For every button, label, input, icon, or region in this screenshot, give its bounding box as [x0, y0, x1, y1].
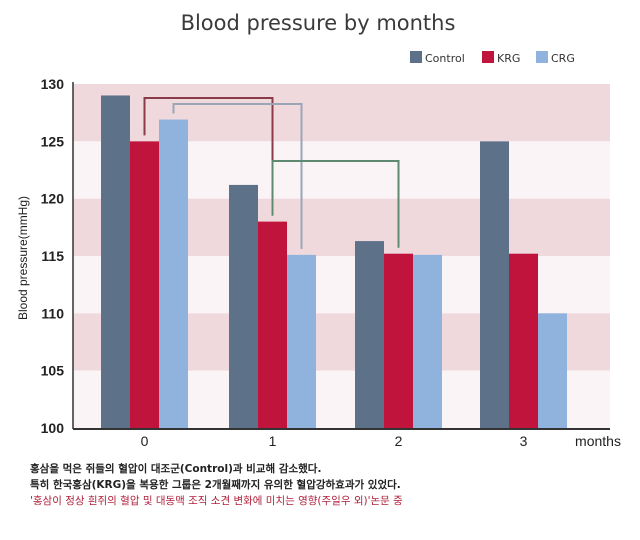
y-tick-label: 130 [41, 76, 65, 92]
bar-crg-month-0 [159, 119, 188, 429]
y-tick-label: 120 [41, 191, 65, 207]
bar-krg-month-3 [509, 253, 538, 428]
x-tick-label: 3 [520, 433, 528, 449]
y-tick-label: 100 [41, 420, 65, 436]
axes [72, 82, 610, 430]
source-citation: '홍삼이 정상 흰쥐의 혈압 및 대동맥 조직 소견 변화에 미치는 영향(주일… [30, 495, 403, 507]
y-tick-label: 105 [41, 363, 65, 379]
grid-band [73, 84, 610, 142]
bar-chart: Blood pressure by months Control KRG CRG 1… [16, 11, 621, 449]
legend-swatch-crg [536, 51, 548, 63]
bars [101, 95, 567, 429]
bar-crg-month-1 [287, 254, 316, 428]
bar-control-month-0 [101, 95, 130, 428]
bracket-krg-0-to-1 [143, 97, 274, 216]
bar-control-month-2 [355, 241, 384, 428]
significance-brackets [143, 97, 400, 249]
bar-crg-month-2 [413, 254, 442, 428]
x-tick-label: 1 [269, 433, 277, 449]
bar-krg-month-0 [130, 141, 159, 429]
bracket-crg-0-to-1 [172, 103, 303, 249]
bracket-krg-1-to-2 [271, 160, 400, 248]
x-tick-label: 0 [141, 433, 149, 449]
legend-label-crg: CRG [551, 52, 575, 65]
legend-swatch-krg [482, 51, 494, 63]
y-tick-labels: 100 105 110 115 120 125 130 [41, 76, 65, 436]
note-line-1: 홍삼을 먹은 쥐들의 혈압이 대조군(Control)과 비교해 감소했다. [30, 463, 322, 475]
bar-control-month-1 [229, 184, 258, 428]
y-tick-label: 110 [41, 305, 64, 321]
bar-crg-month-3 [538, 313, 567, 428]
y-tick-label: 125 [41, 133, 65, 149]
y-axis-label: Blood pressure(mmHg) [16, 196, 30, 320]
x-tick-labels: 0 1 2 3 [141, 433, 528, 449]
bar-krg-month-1 [258, 221, 287, 428]
legend-swatch-control [410, 51, 422, 63]
x-tick-label: 2 [395, 433, 403, 449]
caption-notes: 홍삼을 먹은 쥐들의 혈압이 대조군(Control)과 비교해 감소했다. 특… [30, 461, 403, 509]
legend: Control KRG CRG [410, 51, 575, 65]
bar-krg-month-2 [384, 253, 413, 428]
legend-label-krg: KRG [497, 52, 520, 65]
bar-control-month-3 [480, 141, 509, 429]
chart-title: Blood pressure by months [181, 11, 456, 35]
note-line-2: 특히 한국홍삼(KRG)을 복용한 그룹은 2개월째까지 유의한 혈압강하효과가… [30, 479, 401, 491]
legend-label-control: Control [425, 52, 465, 65]
x-axis-label: months [575, 433, 621, 449]
y-tick-label: 115 [41, 248, 64, 264]
